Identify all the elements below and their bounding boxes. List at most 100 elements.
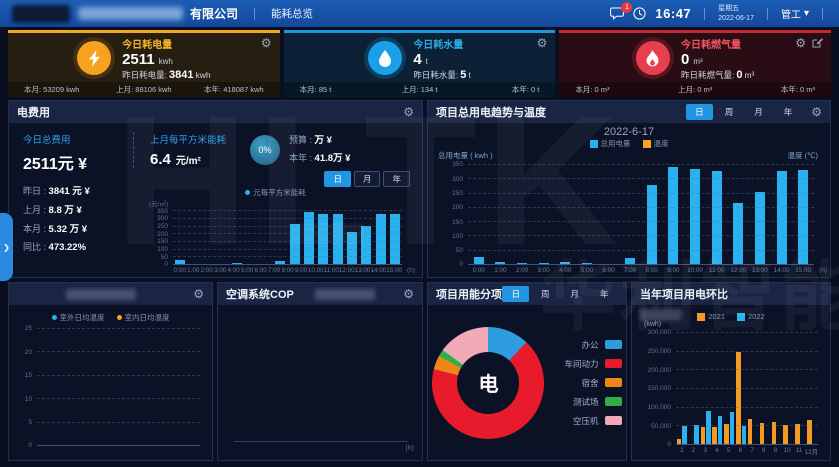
legend-item-空压机[interactable]: 空压机 <box>564 415 622 427</box>
x-tick-label: 6 <box>738 447 743 454</box>
redacted-blur <box>66 288 137 300</box>
gridline: 50 <box>161 254 402 261</box>
legend-item-室外日均温度[interactable]: 室外日均温度 <box>51 312 105 323</box>
chart-legend: 元每平方米能耗 <box>133 187 418 198</box>
plot-area: 0 50 100 150 200 250 300 350 <box>452 161 814 268</box>
kpi-title: 今日耗电量 <box>122 39 173 51</box>
x-tick-label: 14:00 <box>370 267 387 274</box>
sqm-value: 6.4 <box>150 151 171 168</box>
gear-icon[interactable]: ⚙ <box>193 287 204 301</box>
plot-area: 0 5 10 15 20 25 <box>25 325 200 449</box>
gridline: 20 <box>25 349 200 356</box>
x-tick-label: 15:00 <box>795 267 812 274</box>
legend-item-总用电量[interactable]: 总用电量 <box>589 138 631 149</box>
bar <box>495 262 506 265</box>
legend-swatch <box>604 359 622 368</box>
company-name-suffix: 有限公司 <box>190 7 239 21</box>
tab-月[interactable]: 月 <box>745 104 772 120</box>
tab-周[interactable]: 周 <box>716 104 743 120</box>
x-tick-label: 4:00 <box>227 267 240 274</box>
legend-item-办公[interactable]: 办公 <box>564 339 622 351</box>
message-button[interactable]: 1 <box>610 2 633 20</box>
sqm-energy-block: 上月每平方米能耗 6.4 元/m² <box>133 132 226 168</box>
tab-日[interactable]: 日 <box>502 285 529 303</box>
gear-icon[interactable]: ⚙ <box>403 105 414 119</box>
bar <box>318 213 329 265</box>
legend-swatch <box>51 315 57 320</box>
gridline: 250 <box>452 190 814 197</box>
tab-年[interactable]: 年 <box>775 104 802 120</box>
x-tick-label: 0:00 <box>173 267 186 274</box>
plot-area: 0 50,000 100,000 150,000 200,000 250,000 300,0… <box>648 329 818 448</box>
bar-2021 <box>712 427 717 445</box>
bar <box>517 262 528 265</box>
gear-icon[interactable]: ⚙ <box>260 36 272 50</box>
user-menu[interactable]: 管工 ▾ <box>781 6 809 21</box>
kpi-value: 2511 <box>122 50 155 68</box>
x-tick-label: 8:00 <box>281 267 294 274</box>
bar <box>389 213 400 265</box>
kpi-value: 0 <box>680 50 690 68</box>
bar <box>275 260 286 265</box>
gear-icon[interactable]: ⚙ <box>536 36 548 50</box>
budget-value: 万 ¥ <box>314 135 332 146</box>
gear-icon[interactable]: ⚙ <box>811 105 822 119</box>
gridline: 10 <box>25 396 200 403</box>
x-tick-label: 8 <box>762 447 766 454</box>
kpi-month-stat: 本月: 53209 kwh <box>24 85 80 94</box>
nav-item-energy-overview[interactable]: 能耗总览 <box>271 8 314 20</box>
tab-月[interactable]: 月 <box>562 286 589 302</box>
edit-icon[interactable] <box>812 37 824 48</box>
kpi-footer: 本月: 53209 kwh 上月: 88106 kwh 本年: 418087 k… <box>8 82 280 97</box>
sidebar-expand-handle[interactable]: ❯ <box>0 213 13 281</box>
gear-icon[interactable]: ⚙ <box>403 287 414 301</box>
gridline: 0 <box>459 261 814 268</box>
gridline: 100 <box>452 233 814 240</box>
bar-2021 <box>736 351 741 445</box>
kpi-lastmonth-stat: 上月: 88106 kwh <box>116 85 172 94</box>
x-tick-label: 4 <box>715 447 719 454</box>
tab-日[interactable]: 日 <box>686 103 713 121</box>
x-axis-unit: (h) <box>405 445 414 452</box>
legend-item-车间动力[interactable]: 车间动力 <box>564 358 622 370</box>
legend-item-宿舍[interactable]: 宿舍 <box>564 377 622 389</box>
kpi-footer: 本月: 0 m³ 上月: 0 m³ 本年: 0 m³ <box>559 82 832 97</box>
gridline: 150,000 <box>648 385 818 392</box>
tab-日[interactable]: 日 <box>324 171 351 188</box>
legend-item-2022[interactable]: 2022 <box>737 312 765 321</box>
panel-title: 项目用能分项 <box>436 289 502 301</box>
bar <box>646 185 657 265</box>
legend-item-2021[interactable]: 2021 <box>697 312 725 321</box>
tab-周[interactable]: 周 <box>532 286 559 302</box>
legend-item-室内日均温度[interactable]: 室内日均温度 <box>116 312 170 323</box>
tab-月[interactable]: 月 <box>353 171 381 188</box>
today-cost-value: 2511元 ¥ <box>23 156 88 173</box>
temperature-chart: 室外日均温度 室内日均温度 0 5 10 15 20 25 <box>9 305 212 460</box>
y-axis-label-left: 总用电量 ( kwh ) <box>438 151 493 160</box>
bar-2022 <box>682 425 687 445</box>
kpi-month-stat: 本月: 0 m³ <box>575 85 610 94</box>
kpi-row: ⚙ 今日耗电量 2511 kwh 昨日耗电量: 3841 kwh 本月: 53209 … <box>8 30 832 97</box>
x-tick-label: 6:00 <box>602 267 615 274</box>
x-tick-label: 7 <box>750 447 754 454</box>
x-tick-label: 2:00 <box>200 267 213 274</box>
bar-2021 <box>771 422 777 445</box>
gridline: 0 <box>28 442 200 449</box>
legend-item-测试场[interactable]: 测试场 <box>564 396 622 408</box>
donut-legend: 办公车间动力宿舍测试场空压机 <box>564 339 622 427</box>
legend-swatch <box>604 340 622 349</box>
kpi-year-stat: 本年: 418087 kwh <box>204 85 264 94</box>
tab-年[interactable]: 年 <box>591 286 618 302</box>
bar-2022 <box>729 412 735 445</box>
tab-年[interactable]: 年 <box>383 171 410 188</box>
gear-icon[interactable]: ⚙ <box>795 36 807 50</box>
legend-item-元每平方米能耗[interactable]: 元每平方米能耗 <box>245 187 306 198</box>
legend-swatch <box>116 315 122 320</box>
bar <box>668 167 679 265</box>
chevron-down-icon: ▾ <box>803 8 809 19</box>
kpi-unit: m³ <box>693 56 703 66</box>
legend-item-温度[interactable]: 温度 <box>642 138 669 149</box>
x-tick-label: 9:00 <box>294 267 308 274</box>
bar-2022 <box>706 411 711 445</box>
company-name-redacted <box>78 7 183 20</box>
